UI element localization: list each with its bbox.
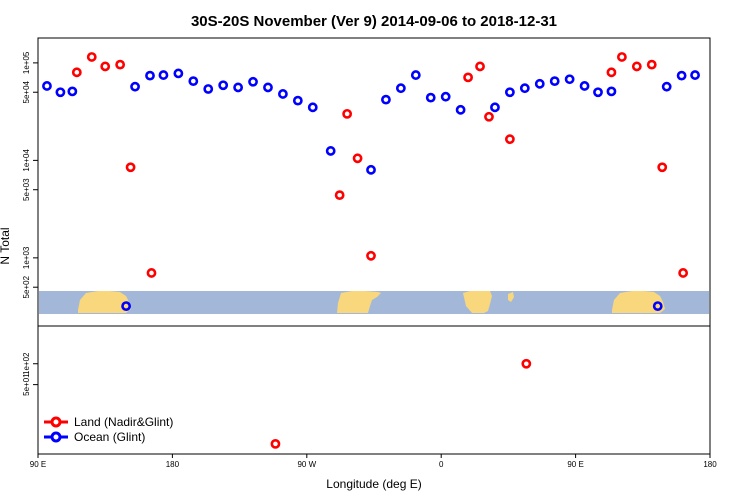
upper-plot-area	[38, 38, 710, 326]
land-point	[463, 72, 473, 83]
lower-y-tick-label: 1e+02	[22, 352, 31, 375]
ocean-point	[593, 87, 603, 98]
land-point	[484, 111, 494, 122]
land-point	[352, 153, 363, 164]
land-band-south-america	[337, 291, 381, 313]
x-tick-label: 90 E	[567, 460, 583, 469]
ocean-point	[395, 83, 406, 94]
ocean-point	[292, 95, 303, 106]
ocean-point	[661, 81, 672, 92]
ocean-point	[263, 82, 273, 93]
land-point	[606, 67, 617, 78]
ocean-point	[425, 92, 436, 103]
land-point	[678, 268, 689, 278]
land-point	[270, 438, 281, 449]
ocean-point	[188, 76, 199, 87]
legend-ocean-label: Ocean (Glint)	[74, 430, 145, 444]
land-point	[342, 108, 353, 119]
upper-y-tick-label: 5e+04	[22, 80, 31, 103]
x-tick-label: 180	[703, 460, 717, 469]
lower-points	[270, 358, 532, 449]
ocean-point	[218, 80, 229, 91]
ocean-point	[549, 76, 560, 87]
x-tick-label: 90 E	[30, 460, 46, 469]
upper-panel: 5e+02 1e+03 5e+03 1e+04 5e+04 1e+05	[22, 37, 711, 327]
ocean-point	[519, 83, 530, 94]
upper-y-tick-label: 1e+05	[22, 51, 31, 74]
x-tick-label: 180	[166, 460, 180, 469]
y-axis-label: N Total	[0, 227, 12, 264]
legend-ocean-marker	[50, 431, 62, 443]
ocean-point	[248, 76, 258, 87]
ocean-point	[504, 87, 515, 98]
ocean-point	[130, 81, 140, 92]
ocean-point	[455, 104, 466, 115]
land-point	[115, 59, 126, 70]
x-tick-label: 90 W	[297, 460, 316, 469]
land-point	[657, 162, 668, 173]
upper-y-axis: 5e+02 1e+03 5e+03 1e+04 5e+04 1e+05	[22, 51, 38, 298]
ocean-point	[67, 86, 78, 97]
ocean-point	[676, 70, 687, 81]
lower-y-tick-label: 5e+01	[22, 373, 31, 396]
legend: Land (Nadir&Glint) Ocean (Glint)	[44, 415, 173, 444]
ocean-point	[579, 81, 590, 91]
legend-land-marker	[50, 416, 62, 428]
ocean-point	[366, 164, 376, 175]
ocean-point	[325, 146, 336, 156]
ocean-point	[121, 301, 132, 312]
land-point	[125, 162, 136, 173]
land-point	[71, 67, 82, 78]
x-tick-label: 0	[439, 460, 444, 469]
ocean-point	[690, 70, 700, 80]
legend-land-label: Land (Nadir&Glint)	[74, 415, 173, 429]
land-point	[646, 59, 657, 70]
land-point	[616, 52, 627, 62]
upper-y-tick-label: 1e+04	[22, 149, 31, 172]
ocean-point	[158, 70, 169, 80]
ocean-point	[564, 74, 575, 85]
upper-y-tick-label: 5e+02	[22, 275, 31, 298]
x-axis: 90 E 180 90 W 0 90 E 180	[30, 454, 717, 469]
land-band-australia-repeat	[612, 291, 665, 313]
land-point	[521, 358, 532, 369]
land-point	[631, 61, 642, 72]
upper-y-tick-label: 5e+03	[22, 178, 31, 201]
ocean-point	[490, 102, 500, 113]
ocean-point	[233, 82, 244, 93]
land-point	[366, 250, 376, 261]
upper-y-tick-label: 1e+03	[22, 246, 31, 269]
land-point	[475, 61, 485, 72]
ocean-point	[606, 86, 617, 97]
ocean-point	[55, 87, 66, 98]
ocean-point	[440, 91, 451, 102]
ocean-point	[145, 70, 155, 81]
ocean-point	[42, 81, 52, 91]
ocean-point	[173, 68, 184, 79]
land-band-africa	[463, 291, 492, 313]
lower-panel-frame	[37, 325, 711, 455]
ocean-point	[278, 89, 288, 99]
ocean-point	[652, 301, 663, 312]
land-band-australia	[78, 291, 131, 313]
land-point	[86, 52, 97, 62]
ocean-point	[307, 102, 318, 113]
ocean-band	[39, 291, 709, 314]
ocean-point	[381, 94, 391, 105]
ocean-point	[203, 84, 214, 94]
ocean-point	[534, 78, 545, 89]
land-band-madagascar	[508, 292, 514, 302]
land-point	[504, 134, 515, 145]
upper-points	[42, 52, 700, 312]
land-point	[334, 190, 345, 201]
chart-title: 30S-20S November (Ver 9) 2014-09-06 to 2…	[191, 13, 557, 30]
ocean-point	[410, 70, 421, 80]
land-point	[146, 268, 157, 278]
land-point	[100, 61, 111, 72]
x-axis-label: Longitude (deg E)	[326, 477, 421, 491]
